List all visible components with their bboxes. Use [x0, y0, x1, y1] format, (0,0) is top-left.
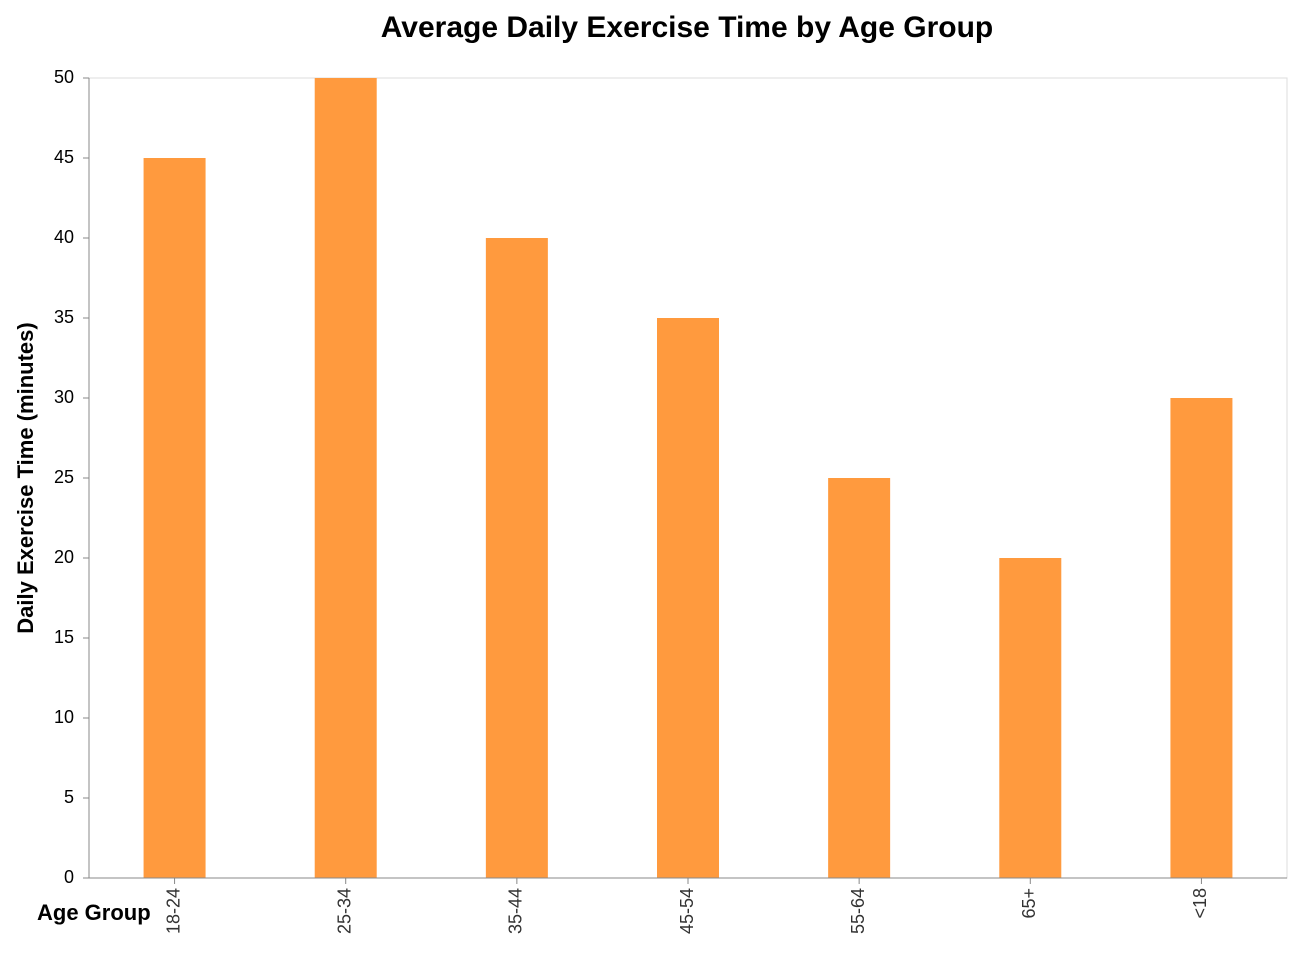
y-tick-label: 10 — [54, 707, 74, 727]
x-tick-label: 18-24 — [163, 888, 183, 934]
bar-45-54 — [657, 318, 719, 878]
bar-<18 — [1170, 398, 1233, 878]
x-tick-label: <18 — [1190, 888, 1210, 919]
bars-layer — [143, 78, 1233, 878]
y-axis-title: Daily Exercise Time (minutes) — [13, 322, 38, 633]
x-axis-title: Age Group — [37, 900, 151, 925]
y-tick-label: 15 — [54, 627, 74, 647]
bar-65+ — [999, 558, 1062, 878]
y-tick-label: 35 — [54, 307, 74, 327]
x-tick-label: 35-44 — [506, 888, 526, 934]
bar-35-44 — [485, 238, 548, 878]
x-tick-label: 55-64 — [848, 888, 868, 934]
y-tick-label: 30 — [54, 387, 74, 407]
y-tick-label: 20 — [54, 547, 74, 567]
y-tick-label: 45 — [54, 147, 74, 167]
y-tick-label: 25 — [54, 467, 74, 487]
y-tick-label: 0 — [64, 867, 74, 887]
y-tick-label: 40 — [54, 227, 74, 247]
y-tick-label: 50 — [54, 67, 74, 87]
bar-18-24 — [143, 158, 206, 878]
y-axis: 0 5 10 15 20 25 30 35 40 45 50 — [54, 67, 90, 887]
x-tick-label: 65+ — [1019, 888, 1039, 919]
x-tick-label: 25-34 — [334, 888, 354, 934]
y-tick-label: 5 — [64, 787, 74, 807]
x-axis: 18-24 25-34 35-44 45-54 55-64 65+ <18 — [89, 877, 1287, 934]
bar-55-64 — [828, 478, 891, 878]
bar-25-34 — [314, 78, 377, 878]
chart-title: Average Daily Exercise Time by Age Group — [381, 11, 993, 44]
x-tick-label: 45-54 — [677, 888, 697, 934]
